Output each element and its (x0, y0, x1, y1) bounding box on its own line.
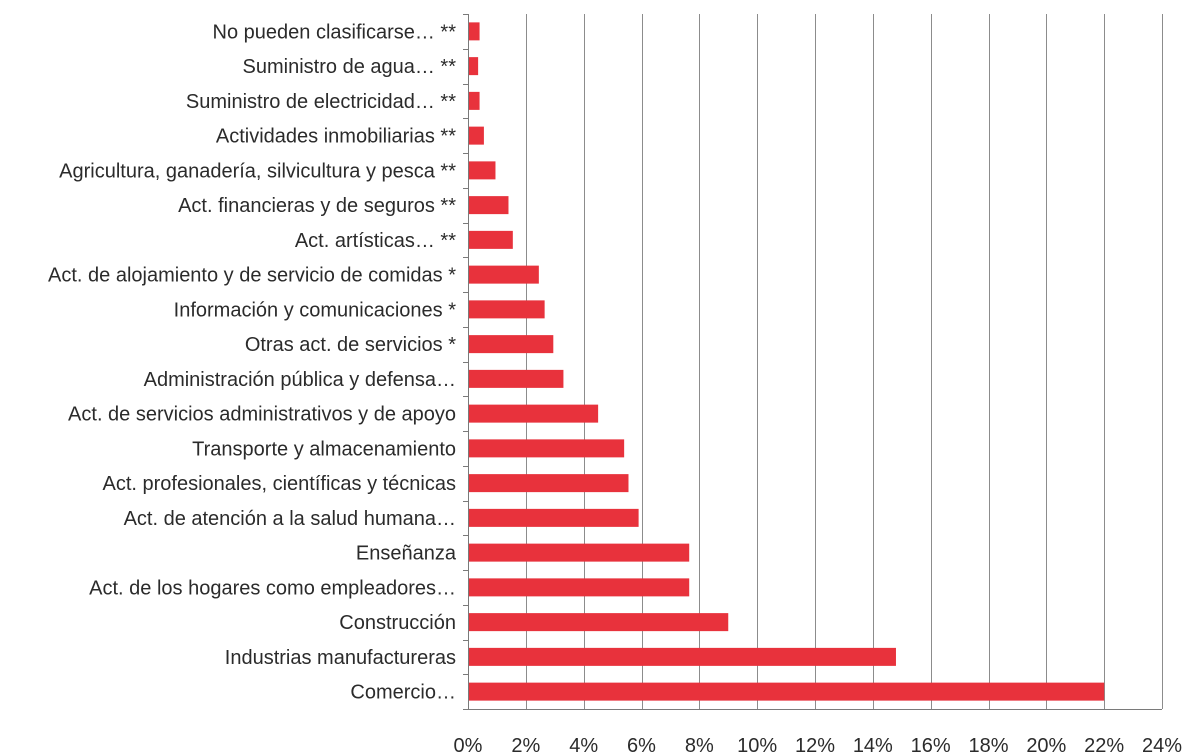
category-label: Act. de los hogares como empleadores… (89, 577, 456, 599)
category-label: Comercio… (350, 682, 456, 704)
bar (469, 126, 484, 145)
x-tick-label: 6% (627, 735, 656, 754)
bar (469, 91, 480, 110)
bar (469, 439, 625, 458)
bar (469, 230, 513, 249)
x-tick-label: 4% (569, 735, 598, 754)
category-label: Act. de alojamiento y de servicio de com… (48, 265, 456, 287)
category-label: Act. financieras y de seguros ** (178, 195, 456, 217)
gridlines (526, 14, 1163, 709)
category-label: Información y comunicaciones * (174, 299, 457, 321)
x-tick-label: 20% (1026, 735, 1066, 754)
bar (469, 578, 690, 597)
bar (469, 543, 690, 562)
category-label: Transporte y almacenamiento (192, 438, 456, 460)
x-tick-labels: 0% 2% 4% 6% 8% 10% 12% 14% 16% 18% 20% 22% 24% (454, 735, 1183, 754)
category-label: Act. de servicios administrativos y de a… (68, 404, 456, 426)
bar (469, 369, 564, 388)
x-tick-label: 22% (1084, 735, 1124, 754)
bar (469, 196, 509, 215)
category-labels: No pueden clasificarse… ** Suministro de … (48, 21, 457, 703)
bar (469, 265, 539, 284)
bar (469, 161, 496, 180)
category-label: Suministro de electricidad… ** (186, 91, 456, 113)
bar (469, 647, 896, 666)
category-label: No pueden clasificarse… ** (213, 21, 457, 43)
x-tick-label: 8% (685, 735, 714, 754)
axes (463, 14, 1162, 710)
bar (469, 474, 629, 493)
category-label: Construcción (339, 612, 456, 634)
bar (469, 404, 599, 423)
bar (469, 508, 639, 527)
x-tick-label: 2% (511, 735, 540, 754)
bars (469, 22, 1105, 701)
bar (469, 682, 1105, 701)
category-label: Agricultura, ganadería, silvicultura y p… (59, 160, 456, 182)
category-label: Enseñanza (356, 543, 457, 565)
category-label: Act. artísticas… ** (295, 230, 456, 252)
x-tick-label: 18% (968, 735, 1008, 754)
bar (469, 613, 729, 632)
bar (469, 22, 480, 41)
x-tick-label: 16% (911, 735, 951, 754)
x-tick-label: 10% (737, 735, 777, 754)
bar (469, 300, 545, 319)
category-label: Suministro de agua… ** (243, 56, 457, 78)
bar (469, 335, 554, 354)
x-tick-label: 12% (795, 735, 835, 754)
bar (469, 57, 479, 76)
category-label: Actividades inmobiliarias ** (216, 126, 456, 148)
x-tick-label: 24% (1142, 735, 1182, 754)
category-label: Administración pública y defensa… (144, 369, 456, 391)
x-tick-label: 14% (853, 735, 893, 754)
category-label: Otras act. de servicios * (245, 334, 456, 356)
category-label: Act. de atención a la salud humana… (124, 508, 456, 530)
category-label: Industrias manufactureras (225, 647, 456, 669)
x-tick-label: 0% (454, 735, 483, 754)
category-label: Act. profesionales, científicas y técnic… (103, 473, 457, 495)
